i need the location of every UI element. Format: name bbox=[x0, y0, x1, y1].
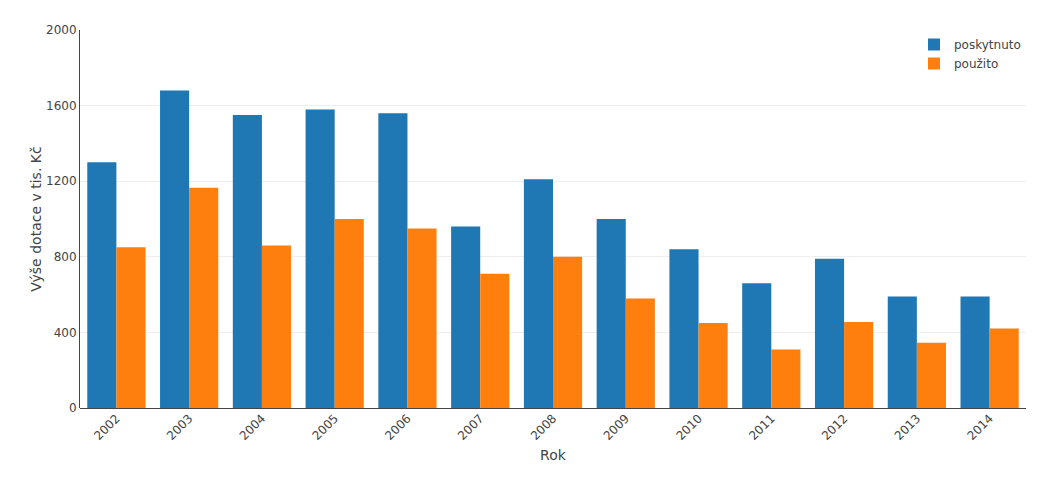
svg-text:2005: 2005 bbox=[310, 411, 341, 442]
svg-text:poskytnuto: poskytnuto bbox=[954, 38, 1021, 52]
svg-text:2014: 2014 bbox=[964, 411, 995, 442]
svg-text:použito: použito bbox=[954, 57, 998, 71]
svg-text:2004: 2004 bbox=[237, 411, 268, 442]
svg-text:2006: 2006 bbox=[382, 411, 413, 442]
svg-text:800: 800 bbox=[54, 250, 77, 264]
svg-text:1600: 1600 bbox=[46, 99, 77, 113]
svg-text:2010: 2010 bbox=[673, 411, 704, 442]
svg-text:2008: 2008 bbox=[528, 411, 559, 442]
svg-text:2000: 2000 bbox=[46, 23, 77, 37]
svg-text:2012: 2012 bbox=[819, 411, 850, 442]
svg-text:2009: 2009 bbox=[601, 411, 632, 442]
svg-text:2013: 2013 bbox=[892, 411, 923, 442]
svg-text:2003: 2003 bbox=[164, 411, 195, 442]
svg-text:1200: 1200 bbox=[46, 174, 77, 188]
svg-text:Rok: Rok bbox=[540, 447, 567, 463]
svg-text:2011: 2011 bbox=[746, 411, 777, 442]
svg-text:400: 400 bbox=[54, 326, 77, 340]
svg-text:2007: 2007 bbox=[455, 411, 486, 442]
svg-text:Výše dotace v tis. Kč: Výše dotace v tis. Kč bbox=[28, 146, 44, 291]
svg-text:0: 0 bbox=[69, 401, 77, 415]
svg-text:2002: 2002 bbox=[91, 411, 122, 442]
